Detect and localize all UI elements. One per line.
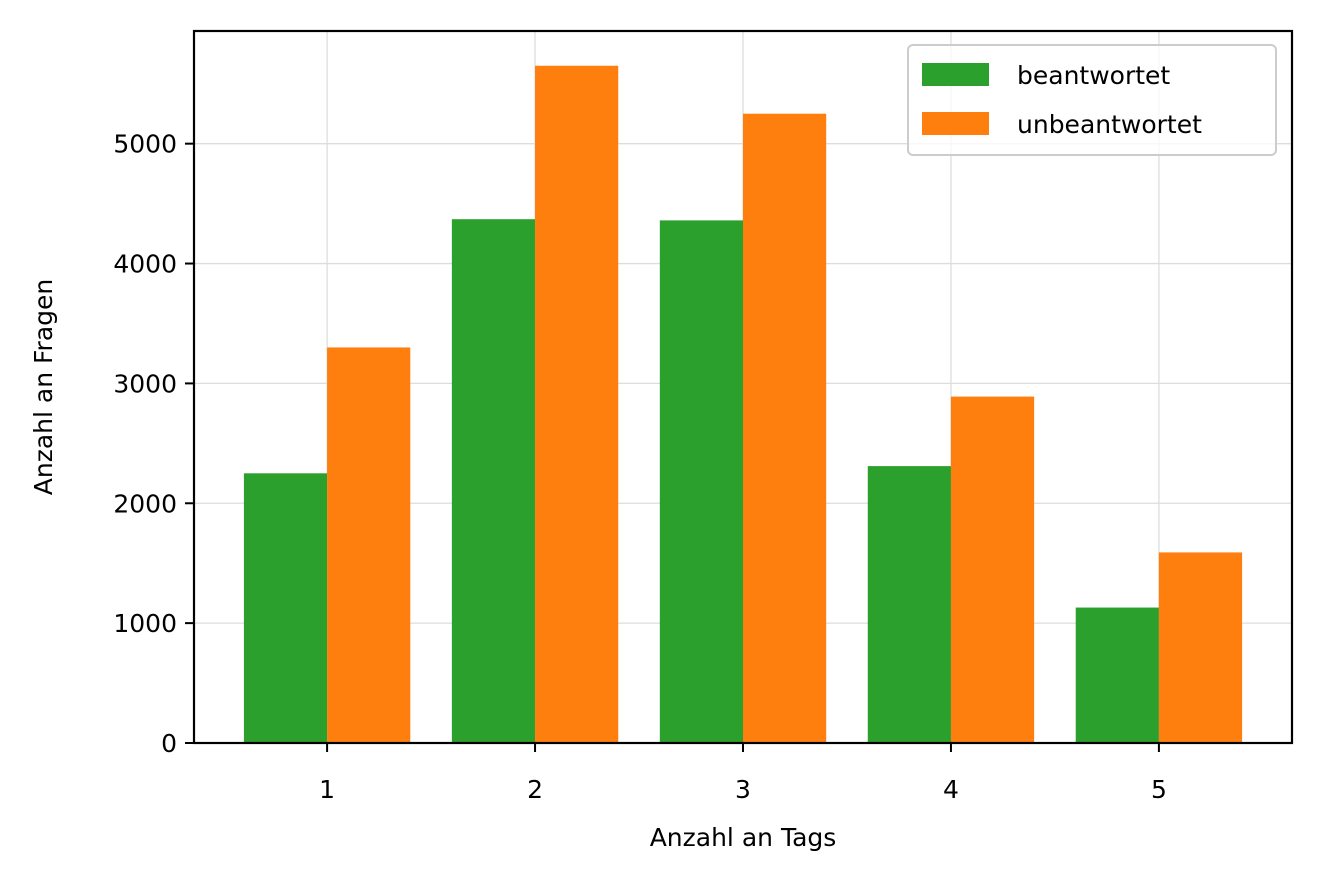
bar-unbeantwortet-3 [743, 113, 827, 743]
legend-label-beantwortet: beantwortet [1017, 61, 1170, 90]
bar-unbeantwortet-4 [950, 396, 1035, 743]
y-axis-label: Anzahl an Fragen [29, 279, 58, 496]
bars-layer [243, 65, 1243, 744]
legend: beantwortet unbeantwortet [907, 44, 1277, 156]
bar-beantwortet-1 [243, 473, 328, 743]
bar-beantwortet-3 [659, 220, 743, 743]
bar-beantwortet-5 [1075, 607, 1159, 743]
legend-swatch-unbeantwortet [922, 112, 989, 135]
y-tick-label: 0 [161, 729, 177, 758]
bar-beantwortet-2 [451, 219, 536, 744]
y-tick-label: 5000 [113, 130, 177, 159]
y-tick-label: 4000 [113, 250, 177, 279]
bar-beantwortet-4 [867, 466, 951, 743]
x-tick-label: 5 [1151, 775, 1167, 804]
x-tick-label: 4 [943, 775, 959, 804]
x-axis-label: Anzahl an Tags [650, 823, 837, 852]
ticks-layer: 1 2 3 4 5 0 1000 2000 3000 4000 5000 [113, 130, 1166, 804]
x-tick-label: 3 [735, 775, 751, 804]
y-tick-label: 1000 [113, 609, 177, 638]
bar-unbeantwortet-2 [535, 65, 619, 744]
bar-unbeantwortet-1 [327, 347, 411, 743]
legend-swatch-beantwortet [922, 63, 989, 86]
y-tick-label: 2000 [113, 489, 177, 518]
bar-unbeantwortet-5 [1158, 552, 1243, 743]
x-tick-label: 2 [527, 775, 543, 804]
legend-box [907, 44, 1277, 156]
y-tick-label: 3000 [113, 369, 177, 398]
legend-label-unbeantwortet: unbeantwortet [1017, 110, 1202, 139]
x-tick-label: 1 [319, 775, 335, 804]
